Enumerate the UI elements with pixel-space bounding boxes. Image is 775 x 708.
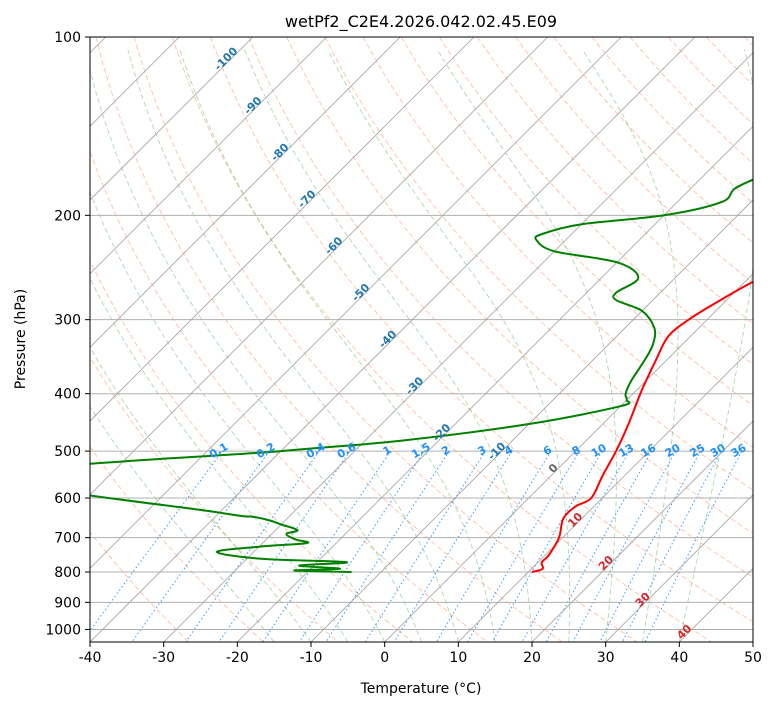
x-tick-label: 10: [449, 650, 467, 666]
x-tick-label: -30: [152, 650, 175, 666]
mixing-ratio-line: [621, 450, 722, 642]
moist-adiabat-line: [90, 190, 386, 642]
dry-adiabat-line: [90, 445, 264, 642]
isotherm-gridline: [605, 494, 753, 642]
x-tick-label: 30: [597, 650, 615, 666]
dry-adiabat-line: [286, 37, 753, 534]
dry-adiabat-line: [90, 150, 488, 642]
dry-adiabat-line: [210, 37, 753, 623]
dewpoint-profile-line: [90, 178, 753, 573]
y-tick-label: 400: [54, 387, 81, 403]
x-tick-label: 20: [523, 650, 541, 666]
x-tick-label: -10: [300, 650, 323, 666]
dry-adiabat-line: [439, 37, 753, 365]
isotherm-gridline: [90, 37, 696, 642]
x-tick-label: 0: [380, 650, 389, 666]
y-tick-label: 600: [54, 491, 81, 507]
dry-adiabat-line: [629, 37, 753, 165]
isotherm-gridline: [90, 37, 327, 275]
dry-adiabat-line: [515, 37, 753, 284]
x-tick-label: 40: [670, 650, 688, 666]
mixing-ratio-line: [90, 450, 223, 632]
dry-adiabat-line: [248, 37, 753, 578]
x-axis: -40 -30 -20 -10 0 10 20 30 40 50: [79, 642, 762, 666]
x-tick-label: 50: [744, 650, 762, 666]
isotherm-gridline: [90, 37, 548, 496]
y-tick-label: 1000: [45, 622, 81, 638]
isotherm-gridlines: [90, 37, 753, 642]
y-tick-label: 100: [54, 30, 81, 46]
mixing-ratio-line: [572, 450, 677, 642]
mixing-ratio-line: [599, 450, 701, 642]
y-tick-label: 200: [54, 208, 81, 224]
moist-adiabat-line: [90, 277, 349, 642]
pressure-gridlines: [90, 37, 753, 630]
x-axis-label: Temperature (°C): [360, 681, 482, 697]
y-tick-label: 900: [54, 595, 81, 611]
mixing-ratio-line: [521, 450, 630, 642]
dry-adiabat-line: [400, 37, 753, 407]
moist-adiabat-line: [127, 49, 459, 642]
isotherm-gridline: [90, 37, 475, 422]
y-tick-label: 500: [54, 444, 81, 460]
dry-adiabat-line: [133, 37, 638, 642]
mixing-ratio-line: [491, 450, 603, 642]
moist-adiabat-line: [678, 49, 753, 642]
dry-adiabats: [90, 37, 753, 642]
dry-adiabat-line: [90, 259, 414, 642]
dry-adiabat-line: [171, 37, 712, 642]
chart-title: wetPf2_C2E4.2026.042.02.45.E09: [285, 12, 557, 32]
dry-adiabat-line: [362, 37, 753, 449]
isotherm-gridline: [531, 420, 753, 642]
moist-adiabat-line: [90, 67, 422, 642]
y-axis-label: Pressure (hPa): [13, 289, 29, 389]
isotherm-gridline: [90, 37, 254, 201]
mixing-ratio-line: [218, 450, 351, 642]
mixing-ratio-line: [298, 450, 425, 642]
y-tick-label: 300: [54, 313, 81, 329]
plot-background: [90, 37, 753, 642]
mixing-ratio-line: [185, 450, 320, 642]
dry-adiabat-line: [553, 37, 753, 244]
isotherm-gridline: [384, 273, 753, 642]
mixing-ratio-line: [644, 450, 743, 642]
dry-adiabat-line: [95, 37, 563, 642]
moist-adiabat-line: [179, 49, 496, 642]
profile-lines: [90, 178, 753, 573]
moist-adiabat-line: [327, 49, 571, 642]
plot-frame: [89, 36, 754, 643]
isotherm-gridline: [90, 37, 622, 569]
isotherm-gridline: [163, 52, 753, 642]
isotherm-gridline: [310, 199, 753, 642]
moist-adiabat-line: [244, 49, 533, 642]
temperature-profile-line: [531, 280, 753, 573]
dry-adiabat-line: [324, 37, 753, 491]
isotherm-gridline: [237, 125, 753, 642]
mixing-ratio-line: [545, 450, 653, 642]
y-tick-label: 800: [54, 565, 81, 581]
isotherm-gridline: [90, 37, 401, 348]
x-tick-label: -40: [79, 650, 102, 666]
y-tick-label: 700: [54, 531, 81, 547]
moist-adiabat-line: [581, 49, 679, 642]
y-axis: 100 200 300 400 500 600 700 800 900 1000: [45, 30, 90, 638]
x-tick-label: -20: [226, 650, 249, 666]
isotherm-gridline: [458, 346, 753, 642]
moist-adiabat-line: [436, 49, 617, 642]
